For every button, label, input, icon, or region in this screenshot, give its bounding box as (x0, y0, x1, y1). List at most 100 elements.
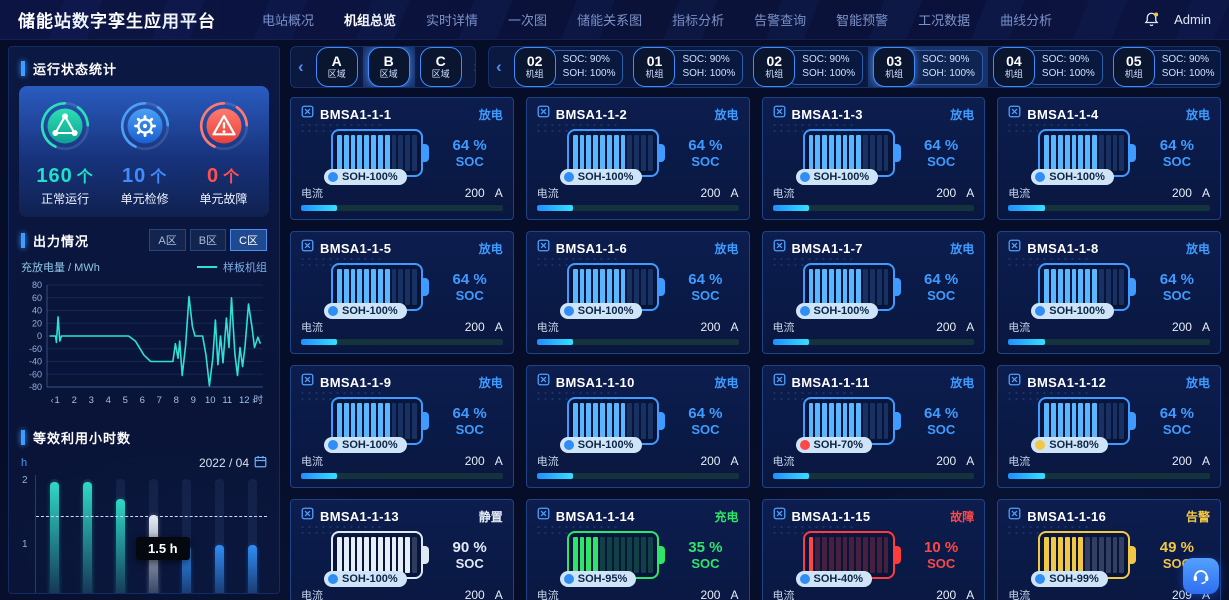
battery-card-BMSA1-1-15[interactable]: BMSA1-1-15 故障 SOH-40% 10 % SOC 电流 200 A (761, 499, 986, 600)
soc-label: SOC (1162, 288, 1191, 303)
battery-segment (337, 135, 342, 171)
stat-2: 10 个单元检修 (117, 98, 173, 207)
output-tab-B区[interactable]: B区 (189, 229, 227, 251)
nav-item-1[interactable]: 电站概况 (262, 13, 315, 28)
zone-prev-arrow-icon[interactable]: ‹ (298, 57, 304, 76)
soc-value: 90 % (452, 539, 487, 556)
date-picker[interactable]: 2022 / 04 (199, 455, 267, 471)
unit-item-03-3[interactable]: 03 机组 SOC: 90% SOH: 100% (868, 47, 988, 87)
battery-card-BMSA1-1-7[interactable]: BMSA1-1-7 放电 SOH-100% 64 % SOC 电流 200 A (761, 231, 986, 354)
nav-item-3[interactable]: 实时详情 (426, 13, 479, 28)
unit-chip-icon (1008, 105, 1021, 123)
battery-card-BMSA1-1-1[interactable]: BMSA1-1-1 放电 SOH-100% 64 % SOC 电流 200 A (290, 97, 514, 220)
current-progress-track (536, 473, 739, 479)
unit-item-04-4[interactable]: 04 机组 SOC: 90% SOH: 100% (988, 47, 1108, 87)
soc-label: SOC (927, 422, 956, 437)
soc-label: SOC (455, 556, 484, 571)
unit-item-01-1[interactable]: 01 机组 SOC: 90% SOH: 100% (628, 47, 748, 87)
card-body: SOH-95% 35 % SOC (537, 525, 739, 587)
zone-item-B[interactable]: B 区域 (362, 47, 415, 87)
battery-card-title: BMSA1-1-6 (555, 240, 628, 256)
battery-segment (1085, 403, 1091, 439)
battery-status-badge: 放电 (950, 241, 975, 256)
nav-item-7[interactable]: 告警查询 (754, 13, 807, 28)
battery-card-BMSA1-1-9[interactable]: BMSA1-1-9 放电 SOH-100% 64 % SOC 电流 200 A (290, 365, 514, 488)
card-body: SOH-100% 64 % SOC (773, 123, 975, 185)
battery-terminal (423, 412, 429, 430)
current-unit: A (1201, 454, 1210, 468)
unit-item-05-5[interactable]: 05 机组 SOC: 90% SOH: 100% (1108, 47, 1220, 87)
unit-item-02-0[interactable]: 02 机组 SOC: 90% SOH: 100% (509, 47, 629, 87)
app-title: 储能站数字孪生应用平台 (18, 12, 216, 31)
battery-segment (869, 403, 875, 439)
unit-item-02-2[interactable]: 02 机组 SOC: 90% SOH: 100% (748, 47, 868, 87)
nav-item-2[interactable]: 机组总览 (344, 13, 397, 28)
current-value: 200 (464, 454, 485, 468)
output-tab-A区[interactable]: A区 (149, 229, 186, 251)
battery-card-BMSA1-1-13[interactable]: BMSA1-1-13 静置 SOH-100% 90 % SOC 电流 200 A (290, 499, 514, 600)
nav-item-4[interactable]: 一次图 (508, 13, 548, 28)
card-header: BMSA1-1-1 放电 (301, 105, 503, 123)
battery-status-badge: 告警 (1185, 509, 1210, 524)
battery-segment (1092, 403, 1097, 439)
unit-number: 05 (1125, 53, 1142, 70)
battery-segment (815, 269, 821, 305)
battery-status-badge: 放电 (714, 107, 739, 122)
current-row: 电流 200 A (773, 319, 975, 335)
customer-service-button[interactable] (1183, 558, 1219, 594)
battery-segment (391, 403, 397, 439)
unit-number: 01 (646, 53, 663, 70)
current-progress-fill (1008, 205, 1045, 211)
soh-label: SOH-95% (577, 573, 628, 585)
battery-segment (398, 269, 404, 305)
battery-segment (364, 537, 370, 573)
battery-card-BMSA1-1-8[interactable]: BMSA1-1-8 放电 SOH-100% 64 % SOC 电流 200 A (997, 231, 1221, 354)
battery-segment (808, 537, 814, 573)
current-row: 电流 200 A (537, 587, 739, 600)
zone-next-arrow-icon[interactable]: › (467, 57, 475, 77)
battery-card-BMSA1-1-4[interactable]: BMSA1-1-4 放电 SOH-100% 64 % SOC 电流 200 A (997, 97, 1221, 220)
svg-text:›: › (252, 395, 255, 405)
battery-card-BMSA1-1-12[interactable]: BMSA1-1-12 放电 SOH-80% 64 % SOC 电流 200 A (997, 365, 1221, 488)
current-row: 电流 200 A (773, 453, 975, 469)
soh-badge: SOH-99% (1031, 571, 1108, 587)
soc-block: 64 % SOC (688, 271, 722, 303)
battery-terminal (423, 278, 429, 296)
admin-user[interactable]: Admin (1174, 12, 1211, 27)
nav-item-6[interactable]: 指标分析 (672, 13, 725, 28)
battery-card-title: BMSA1-1-11 (791, 374, 870, 390)
battery-segment (634, 269, 640, 305)
battery-segment (1112, 403, 1118, 439)
current-progress-fill (772, 205, 809, 211)
bar-track (83, 479, 92, 593)
unit-box: 02 机组 (513, 47, 556, 87)
battery-card-BMSA1-1-10[interactable]: BMSA1-1-10 放电 SOH-100% 64 % SOC 电流 200 A (525, 365, 750, 488)
battery-card-BMSA1-1-14[interactable]: BMSA1-1-14 充电 SOH-95% 35 % SOC 电流 200 A (525, 499, 750, 600)
battery-card-BMSA1-1-5[interactable]: BMSA1-1-5 放电 SOH-100% 64 % SOC 电流 200 A (290, 231, 514, 354)
soh-label: SOH-100% (813, 171, 870, 183)
bell-icon[interactable] (1143, 10, 1160, 29)
nav-item-10[interactable]: 曲线分析 (1000, 13, 1053, 28)
battery-segment (384, 403, 390, 439)
nav-item-5[interactable]: 储能关系图 (577, 13, 643, 28)
zone-item-A[interactable]: A 区域 (311, 47, 363, 87)
current-unit: A (1201, 588, 1210, 600)
unit-chip-icon (537, 373, 550, 391)
battery-segment (1051, 135, 1056, 171)
battery-segment (856, 269, 862, 305)
battery-terminal (1130, 412, 1137, 430)
output-tab-C区[interactable]: C区 (230, 229, 267, 251)
current-unit: A (494, 320, 503, 334)
battery-card-BMSA1-1-11[interactable]: BMSA1-1-11 放电 SOH-70% 64 % SOC 电流 200 A (761, 365, 986, 488)
battery-terminal (894, 412, 901, 430)
unit-prev-arrow-icon[interactable]: ‹ (496, 57, 502, 76)
soh-dot (563, 306, 574, 316)
zone-item-C[interactable]: C 区域 (415, 47, 467, 87)
battery-card-BMSA1-1-2[interactable]: BMSA1-1-2 放电 SOH-100% 64 % SOC 电流 200 A (525, 97, 750, 220)
battery-card-BMSA1-1-3[interactable]: BMSA1-1-3 放电 SOH-100% 64 % SOC 电流 200 A (761, 97, 986, 220)
battery-card-BMSA1-1-6[interactable]: BMSA1-1-6 放电 SOH-100% 64 % SOC 电流 200 A (525, 231, 750, 354)
battery-segment (641, 403, 646, 439)
nav-item-9[interactable]: 工况数据 (918, 13, 971, 28)
hours-bar-chart: 0121.5 h (22, 475, 267, 593)
nav-item-8[interactable]: 智能预警 (836, 13, 889, 28)
